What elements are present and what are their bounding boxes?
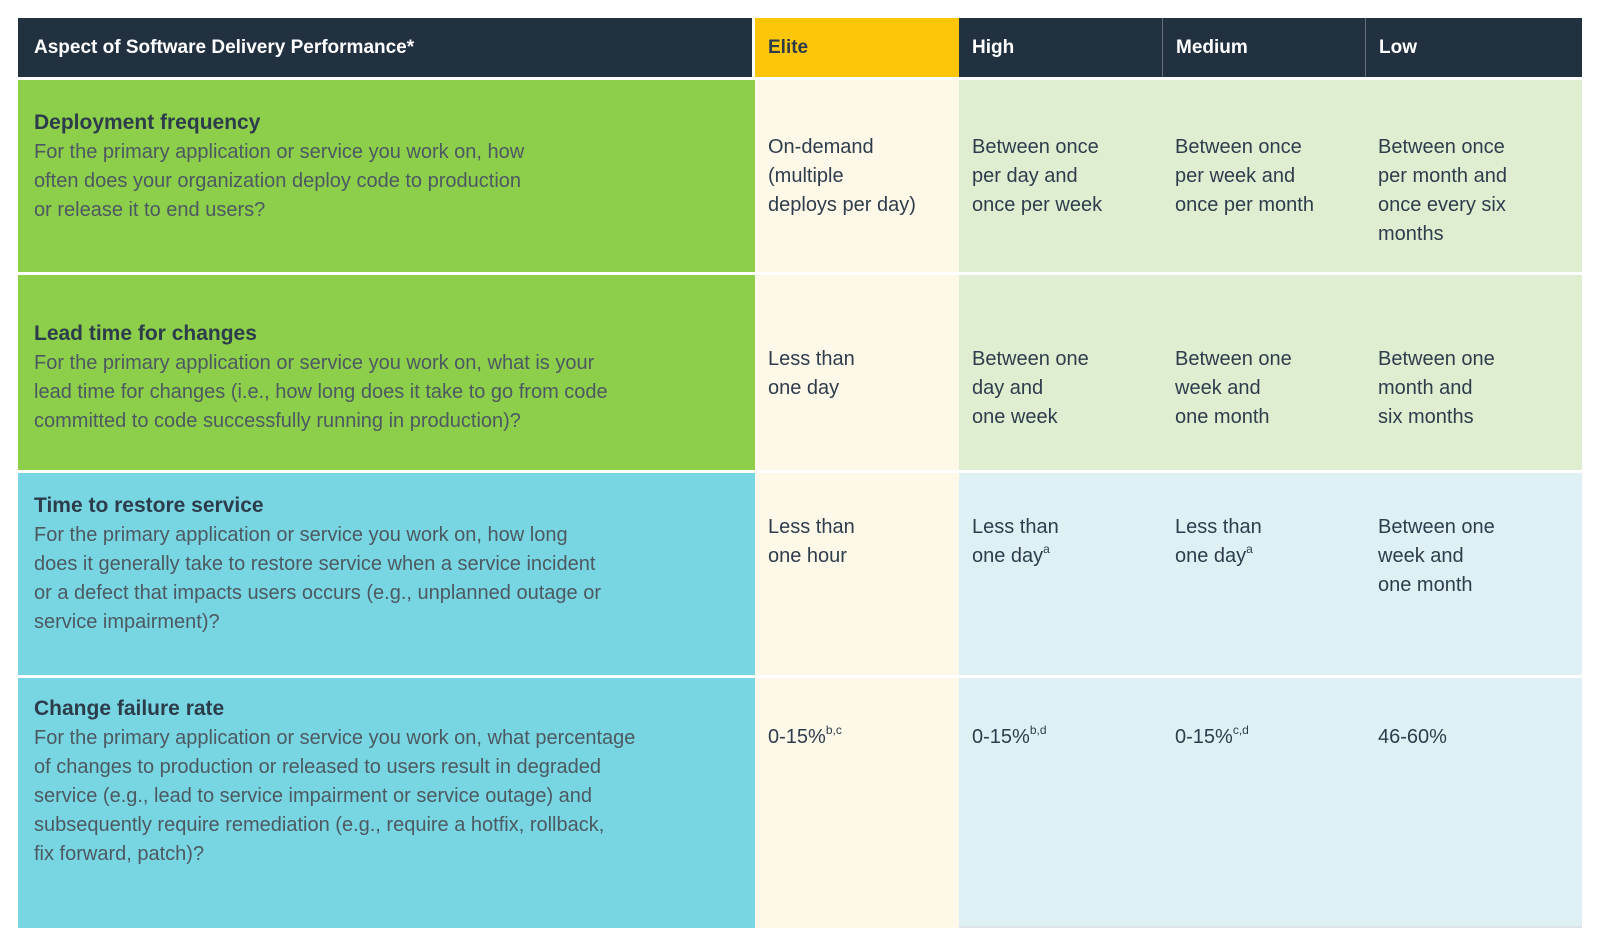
- cell-value: Less than one hour: [768, 516, 855, 567]
- aspect-cell: Change failure rate For the primary appl…: [18, 678, 755, 928]
- cell-value: 46-60%: [1378, 726, 1447, 748]
- cell-value: Between one month and six months: [1378, 348, 1495, 428]
- footnote-marker: a: [1246, 542, 1253, 557]
- aspect-cell: Lead time for changes For the primary ap…: [18, 275, 755, 470]
- header-medium-label: Medium: [1176, 36, 1248, 58]
- header-elite-label: Elite: [768, 36, 809, 58]
- cell-value: Between once per day and once per week: [972, 136, 1103, 216]
- table-row-time-to-restore-service: Time to restore service For the primary …: [18, 473, 1582, 675]
- grade-cell-high: Between once per day and once per week: [959, 80, 1162, 272]
- header-cell-medium: Medium: [1162, 18, 1365, 77]
- grade-cell-medium: Between once per week and once per month: [1162, 80, 1365, 272]
- footnote-marker: a: [1043, 542, 1050, 557]
- grade-cell-high: 0-15%b,d: [959, 678, 1162, 928]
- grade-cell-medium: 0-15%c,d: [1162, 678, 1365, 928]
- aspect-cell: Deployment frequency For the primary app…: [18, 80, 755, 272]
- row-description: For the primary application or service y…: [34, 352, 608, 432]
- cell-value: Less than one day: [768, 348, 855, 399]
- header-cell-high: High: [959, 18, 1162, 77]
- footnote-marker: c,d: [1232, 723, 1249, 738]
- footnote-marker: b,c: [825, 723, 842, 738]
- row-description: For the primary application or service y…: [34, 727, 636, 865]
- grade-cell-low: Between once per month and once every si…: [1365, 80, 1582, 272]
- grade-cell-elite: Less than one day: [755, 275, 959, 470]
- grade-cell-low: 46-60%: [1365, 678, 1582, 928]
- grade-cell-elite: On-demand (multiple deploys per day): [755, 80, 959, 272]
- cell-value: Between once per month and once every si…: [1378, 136, 1507, 245]
- cell-value: 0-15%: [768, 726, 826, 748]
- row-description: For the primary application or service y…: [34, 141, 525, 221]
- header-cell-low: Low: [1365, 18, 1582, 77]
- software-delivery-performance-table: Aspect of Software Delivery Performance*…: [18, 18, 1582, 931]
- cell-value: Less than one day: [1175, 516, 1262, 567]
- footnote-marker: b,d: [1029, 723, 1047, 738]
- grade-cell-elite: 0-15%b,c: [755, 678, 959, 928]
- row-description: For the primary application or service y…: [34, 524, 601, 633]
- aspect-cell: Time to restore service For the primary …: [18, 473, 755, 675]
- header-high-label: High: [972, 36, 1015, 58]
- table-row-change-failure-rate: Change failure rate For the primary appl…: [18, 678, 1582, 928]
- header-cell-aspect: Aspect of Software Delivery Performance*: [18, 18, 755, 77]
- row-title: Deployment frequency: [34, 111, 261, 134]
- grade-cell-medium: Less than one daya: [1162, 473, 1365, 675]
- grade-cell-low: Between one month and six months: [1365, 275, 1582, 470]
- grade-cell-high: Less than one daya: [959, 473, 1162, 675]
- cell-value: Less than one day: [972, 516, 1059, 567]
- header-low-label: Low: [1379, 36, 1417, 58]
- row-title: Time to restore service: [34, 494, 264, 517]
- cell-value: Between once per week and once per month: [1175, 136, 1314, 216]
- cell-value: Between one week and one month: [1378, 516, 1495, 596]
- grade-cell-low: Between one week and one month: [1365, 473, 1582, 675]
- cell-value: Between one week and one month: [1175, 348, 1292, 428]
- cell-value: On-demand (multiple deploys per day): [768, 136, 916, 216]
- header-aspect-label: Aspect of Software Delivery Performance*: [34, 36, 415, 58]
- grade-cell-high: Between one day and one week: [959, 275, 1162, 470]
- table-row-deployment-frequency: Deployment frequency For the primary app…: [18, 80, 1582, 272]
- table-row-lead-time-for-changes: Lead time for changes For the primary ap…: [18, 275, 1582, 470]
- header-cell-elite: Elite: [755, 18, 959, 77]
- table-header-row: Aspect of Software Delivery Performance*…: [18, 18, 1582, 77]
- cell-value: 0-15%: [1175, 726, 1233, 748]
- grade-cell-medium: Between one week and one month: [1162, 275, 1365, 470]
- row-title: Lead time for changes: [34, 322, 257, 345]
- cell-value: 0-15%: [972, 726, 1030, 748]
- row-title: Change failure rate: [34, 697, 225, 720]
- grade-cell-elite: Less than one hour: [755, 473, 959, 675]
- cell-value: Between one day and one week: [972, 348, 1089, 428]
